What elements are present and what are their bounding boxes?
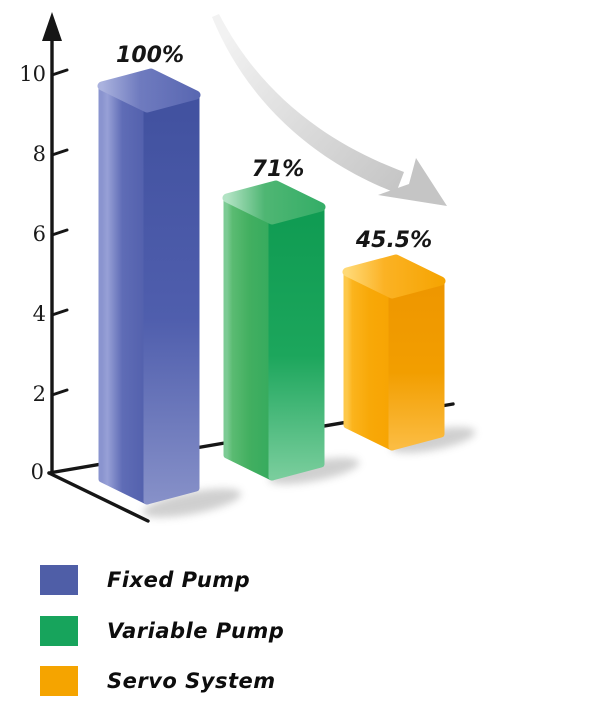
bar-shadows (142, 427, 476, 518)
y-axis (42, 12, 69, 475)
legend-swatch-fixed-pump (40, 565, 78, 595)
legend-item-fixed-pump: Fixed Pump (40, 564, 250, 596)
bar-servo-system-right-face (388, 277, 445, 451)
shadow-fixed-pump (142, 488, 242, 518)
y-axis-labels: 10 8 6 4 2 0 (19, 62, 46, 484)
shadow-servo-system (390, 427, 476, 453)
bar-variable-pump-top-face (222, 180, 326, 225)
legend-item-servo-system: Servo System (40, 665, 276, 697)
bar-variable-pump: 71% (222, 157, 326, 481)
legend-swatch-variable-pump (40, 616, 78, 646)
bar-servo-system-value-label: 45.5% (355, 228, 432, 253)
bar-fixed-pump-left-face (98, 82, 151, 505)
bar-servo-system-left-face (343, 268, 396, 451)
y-axis-ticks (50, 68, 69, 397)
bar-variable-pump-value-label: 71% (252, 157, 305, 182)
y-tick-label-2: 2 (33, 382, 46, 406)
y-tick-label-4: 4 (33, 302, 46, 326)
trend-arrow-curve (212, 14, 404, 193)
bar-variable-pump-left-face (223, 194, 276, 481)
y-axis-arrowhead (42, 12, 62, 41)
bar-fixed-pump-value-label: 100% (116, 43, 184, 68)
shadow-variable-pump (268, 457, 360, 485)
legend-swatch-servo-system (40, 666, 78, 696)
y-tick-label-0: 0 (31, 460, 44, 484)
bar-fixed-pump-right-face (143, 91, 200, 505)
legend-label-fixed-pump: Fixed Pump (107, 568, 251, 592)
trend-arrow-head (378, 158, 447, 206)
trend-arrow (212, 14, 447, 206)
bar-variable-pump-right-face (268, 203, 325, 481)
y-tick-label-6: 6 (33, 222, 46, 246)
depth-line-3d (47, 471, 150, 523)
legend-item-variable-pump: Variable Pump (40, 615, 284, 647)
bar-servo-system: 45.5% (342, 228, 446, 451)
legend-label-variable-pump: Variable Pump (107, 619, 285, 643)
y-tick-label-10: 10 (19, 62, 46, 86)
bar-chart-canvas: 10 8 6 4 2 0 100% 71% (19, 12, 476, 523)
legend-label-servo-system: Servo System (107, 669, 276, 693)
bar-fixed-pump-top-face (97, 68, 201, 113)
y-tick-label-8: 8 (33, 142, 46, 166)
bar-fixed-pump: 100% (97, 43, 201, 505)
bar-servo-system-top-face (342, 254, 446, 299)
